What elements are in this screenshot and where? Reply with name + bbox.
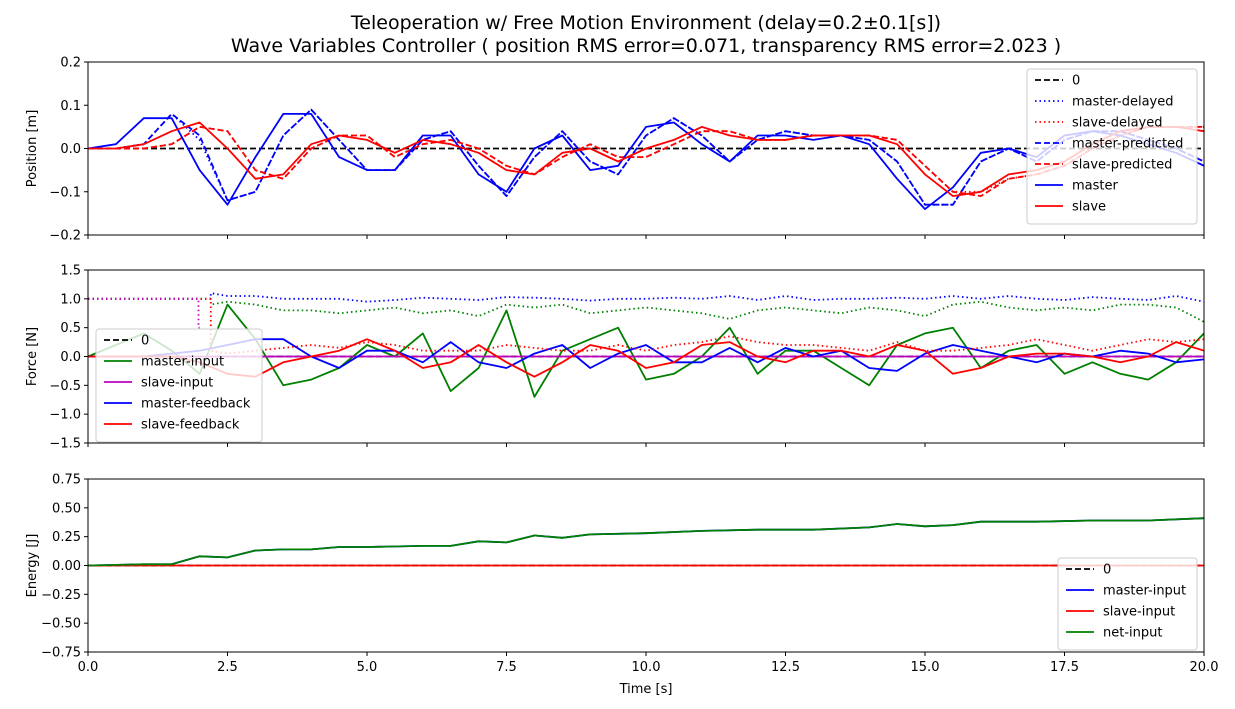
x-tick-label: 15.0 — [911, 660, 940, 675]
y-tick-label: 1.5 — [60, 264, 81, 279]
series-line — [88, 113, 1204, 211]
x-tick-label: 5.0 — [357, 660, 378, 675]
series-line — [88, 292, 1204, 303]
y-tick-label: 0.00 — [52, 559, 81, 574]
y-axis-label: Energy [J] — [25, 534, 40, 598]
legend-label: master — [1072, 179, 1118, 194]
y-tick-label: 0.0 — [60, 350, 81, 365]
chart-title-line2: Wave Variables Controller ( position RMS… — [231, 35, 1061, 57]
legend-frame — [1057, 557, 1198, 651]
x-tick-label: 20.0 — [1190, 660, 1219, 675]
y-tick-label: 0.25 — [52, 530, 81, 545]
legend-label: slave-delayed — [1072, 116, 1163, 131]
y-tick-label: −0.5 — [49, 379, 81, 394]
y-tick-label: 0.0 — [60, 142, 81, 157]
legend-label: master-feedback — [141, 397, 251, 412]
y-tick-label: −0.25 — [41, 588, 81, 603]
axes-frame — [87, 478, 1205, 653]
legend-label: slave — [1072, 200, 1106, 215]
series-line — [88, 108, 1204, 206]
axes-frame — [87, 269, 1205, 444]
legend-frame — [1026, 68, 1198, 225]
series-line — [88, 338, 1204, 372]
x-tick-label: 0.0 — [78, 660, 99, 675]
y-tick-label: −1.5 — [49, 437, 81, 452]
x-axis-label: Time [s] — [619, 682, 673, 697]
chart-title-line1: Teleoperation w/ Free Motion Environment… — [350, 12, 941, 34]
y-tick-label: 0.75 — [52, 473, 81, 488]
legend-label: 0 — [1072, 74, 1080, 89]
y-tick-label: 0.50 — [52, 501, 81, 516]
y-tick-label: −0.1 — [49, 185, 81, 200]
panels: 0.2 0.1 0.0 −0.1 −0.2 Position [m] 0 master-del… — [25, 56, 1218, 676]
legend: 0 master-delayed slave-delayed master-predi… — [1026, 68, 1198, 225]
y-tick-label: −1.0 — [49, 408, 81, 423]
series-group — [88, 292, 1204, 398]
x-tick-label: 17.5 — [1050, 660, 1079, 675]
legend-label: master-delayed — [1072, 95, 1173, 110]
legend-label: slave-input — [1103, 605, 1175, 620]
legend-label: slave-input — [141, 376, 213, 391]
series-line — [88, 517, 1204, 567]
series-line — [88, 297, 200, 329]
x-tick-label: 12.5 — [771, 660, 800, 675]
legend-label: master-input — [1103, 584, 1186, 599]
panel-1: 0.2 0.1 0.0 −0.1 −0.2 Position [m] 0 master-del… — [25, 56, 1205, 244]
y-tick-label: −0.2 — [49, 229, 81, 244]
axes-frame — [87, 61, 1205, 236]
legend-label: slave-predicted — [1072, 158, 1172, 173]
series-line — [88, 303, 1204, 398]
series-line — [88, 517, 1204, 567]
y-tick-label: −0.75 — [41, 646, 81, 661]
y-tick-label: 1.0 — [60, 292, 81, 307]
legend-frame — [95, 328, 263, 443]
legend-label: master-predicted — [1072, 137, 1183, 152]
legend: 0 master-input slave-input master-feedback s… — [95, 328, 263, 443]
y-tick-label: 0.2 — [60, 56, 81, 71]
series-line — [88, 338, 1204, 378]
x-tick-label: 10.0 — [632, 660, 661, 675]
legend-label: 0 — [1103, 563, 1111, 578]
y-tick-label: 0.1 — [60, 99, 81, 114]
x-tick-label: 2.5 — [217, 660, 238, 675]
y-axis-label: Position [m] — [25, 110, 40, 188]
x-tick-label: 7.5 — [496, 660, 517, 675]
panel-2: 1.5 1.0 0.5 0.0 −0.5 −1.0 −1.5 Force [N] 0 master… — [25, 264, 1205, 452]
legend-label: master-input — [141, 355, 224, 370]
legend-label: slave-feedback — [141, 418, 240, 433]
y-tick-label: −0.50 — [41, 617, 81, 632]
legend-label: 0 — [141, 334, 149, 349]
series-line — [88, 121, 1204, 198]
y-tick-label: 0.5 — [60, 321, 81, 336]
panel-3: 0.75 0.50 0.25 0.00 −0.25 −0.50 −0.750.0 2.5 5.0… — [25, 473, 1218, 676]
y-axis-label: Force [N] — [25, 327, 40, 386]
series-line — [88, 297, 1204, 323]
legend: 0 master-input slave-input net-input — [1057, 557, 1198, 651]
series-group — [88, 108, 1204, 211]
legend-label: net-input — [1103, 626, 1162, 641]
series-group — [88, 517, 1204, 567]
